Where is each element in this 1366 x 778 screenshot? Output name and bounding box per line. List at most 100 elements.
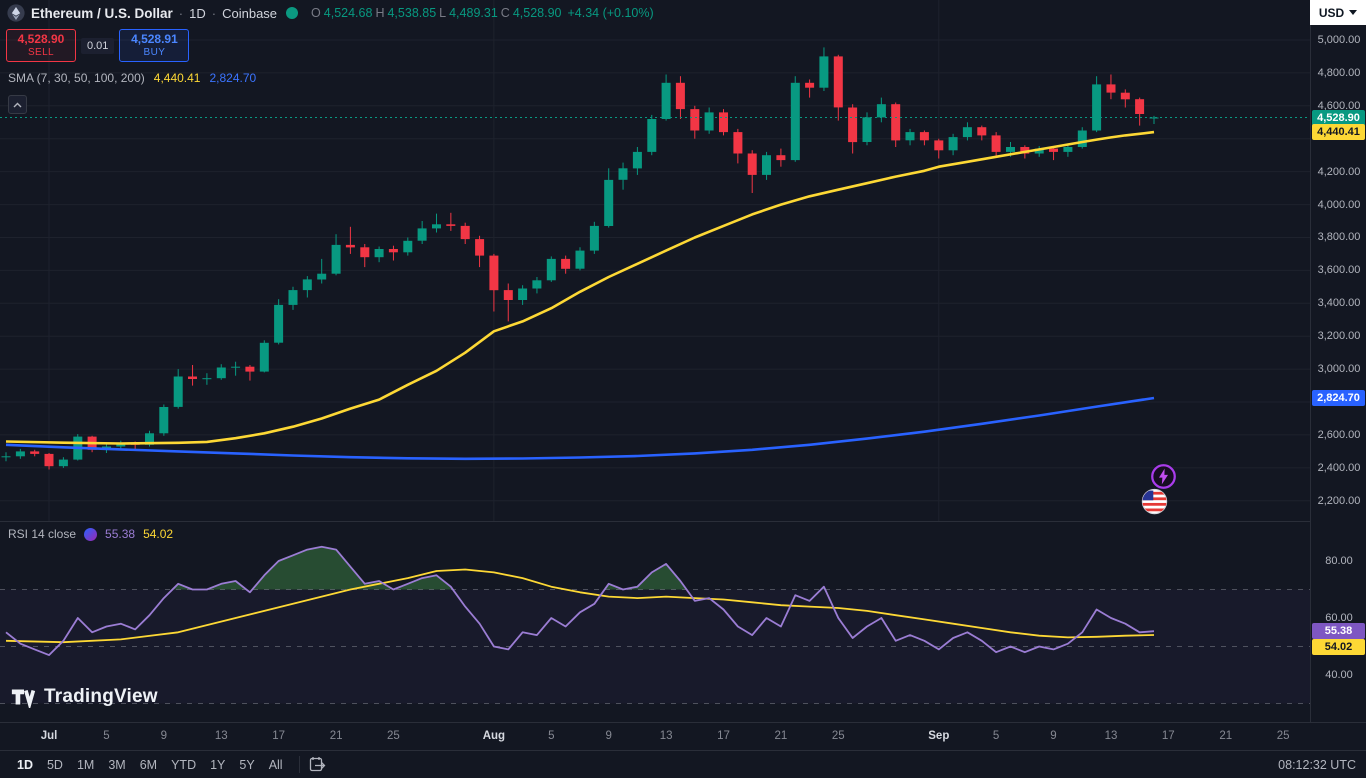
close-label: C bbox=[500, 6, 510, 20]
rsi-pane-chart[interactable] bbox=[0, 522, 1310, 722]
rsi-value: 55.38 bbox=[105, 527, 136, 541]
time-axis-tick: 21 bbox=[1219, 730, 1233, 742]
price-axis-label: 2,400.00 bbox=[1317, 461, 1361, 474]
time-axis-tick: 25 bbox=[386, 730, 400, 742]
time-axis-tick: Jul bbox=[40, 730, 58, 742]
flag-face-sticker-icon[interactable] bbox=[1140, 487, 1169, 516]
toolbar-divider bbox=[298, 756, 300, 773]
range-button-5y[interactable]: 5Y bbox=[239, 757, 255, 772]
chart-stickers bbox=[1140, 463, 1188, 517]
currency-selector-button[interactable]: USD bbox=[1310, 0, 1366, 25]
rsi-axis-label: 80.00 bbox=[1325, 555, 1353, 567]
sma-indicator-legend[interactable]: SMA (7, 30, 50, 100, 200) 4,440.41 2,824… bbox=[8, 71, 256, 85]
range-button-1d[interactable]: 1D bbox=[17, 757, 33, 772]
price-axis-label: 4,000.00 bbox=[1317, 198, 1361, 211]
close-value: 4,528.90 bbox=[512, 6, 562, 20]
price-axis-label: 3,200.00 bbox=[1317, 330, 1361, 343]
range-button-1y[interactable]: 1Y bbox=[210, 757, 226, 772]
rsi-tag-purple: 55.38 bbox=[1312, 623, 1365, 640]
price-axis-label: 4,200.00 bbox=[1317, 165, 1361, 178]
clock-utc[interactable]: 08:12:32 UTC bbox=[1278, 757, 1356, 772]
time-axis-tick: 25 bbox=[831, 730, 845, 742]
time-axis-tick: 5 bbox=[103, 730, 110, 742]
buy-button[interactable]: 4,528.91 BUY bbox=[119, 29, 190, 62]
sma-yellow-value: 4,440.41 bbox=[153, 71, 201, 85]
price-axis-label: 2,200.00 bbox=[1317, 494, 1361, 507]
time-axis-tick: 17 bbox=[1161, 730, 1175, 742]
tradingview-logo-icon bbox=[10, 686, 38, 708]
rsi-axis-label: 40.00 bbox=[1325, 669, 1353, 681]
price-tag-blue: 2,824.70 bbox=[1312, 389, 1365, 406]
rsi-indicator-legend[interactable]: RSI 14 close 55.38 54.02 bbox=[8, 527, 173, 541]
pane-divider[interactable] bbox=[0, 521, 1366, 522]
price-axis-label: 5,000.00 bbox=[1317, 33, 1361, 46]
change-value: +4.34 (+0.10%) bbox=[567, 6, 654, 20]
price-axis-label: 3,600.00 bbox=[1317, 264, 1361, 277]
low-value: 4,489.31 bbox=[449, 6, 498, 20]
main-price-chart[interactable] bbox=[0, 0, 1310, 522]
sell-price: 4,528.90 bbox=[17, 31, 65, 46]
go-to-date-button[interactable] bbox=[309, 756, 326, 773]
time-axis[interactable]: Jul 5 9 13 17 21 25 Aug 5 9 13 17 21 25 Sep 5 9 13 17 21 25 bbox=[0, 722, 1366, 751]
time-axis-tick: 17 bbox=[717, 730, 730, 742]
rsi-legend-label: RSI 14 close bbox=[8, 527, 77, 541]
rsi-ma-value: 54.02 bbox=[143, 527, 174, 541]
trade-widget: 4,528.90 SELL 0.01 4,528.91 BUY bbox=[6, 29, 190, 62]
spread-value: 0.01 bbox=[81, 37, 115, 54]
range-buttons: 1D 5D 1M 3M 6M YTD 1Y 5Y All bbox=[10, 758, 290, 772]
range-button-all[interactable]: All bbox=[268, 757, 283, 772]
time-axis-tick: 13 bbox=[1104, 730, 1118, 742]
range-button-ytd[interactable]: YTD bbox=[171, 757, 197, 772]
price-axis-label: 3,400.00 bbox=[1317, 297, 1361, 310]
tradingview-logo[interactable]: TradingView bbox=[10, 686, 158, 708]
time-axis-tick: 9 bbox=[160, 730, 167, 742]
pane-collapse-button[interactable] bbox=[8, 95, 27, 114]
open-label: O bbox=[311, 6, 321, 20]
rsi-axis-label: 60.00 bbox=[1325, 612, 1353, 624]
high-value: 4,538.85 bbox=[387, 6, 437, 20]
time-axis-tick: 13 bbox=[214, 730, 228, 742]
range-button-5d[interactable]: 5D bbox=[46, 757, 63, 772]
interval-button[interactable]: 1D bbox=[189, 5, 206, 21]
exchange-name[interactable]: Coinbase bbox=[222, 5, 278, 21]
ohlc-readout: O 4,524.68 H 4,538.85 L 4,489.31 C 4,528… bbox=[311, 6, 654, 20]
ethereum-logo-icon bbox=[7, 4, 25, 22]
market-status-icon bbox=[286, 7, 299, 19]
time-axis-tick: Sep bbox=[928, 730, 950, 742]
sell-label: SELL bbox=[27, 46, 55, 58]
time-axis-tick: 21 bbox=[774, 730, 788, 742]
price-axis-label: 4,800.00 bbox=[1317, 66, 1361, 79]
indicator-hint-icon[interactable] bbox=[84, 527, 98, 541]
sma-blue-value: 2,824.70 bbox=[209, 71, 257, 85]
symbol-title[interactable]: Ethereum / U.S. Dollar bbox=[31, 5, 173, 21]
time-axis-tick: 21 bbox=[329, 730, 343, 742]
price-axis[interactable]: 5,000.00 4,800.00 4,600.00 4,200.00 4,000.00… bbox=[1310, 0, 1366, 722]
open-value: 4,524.68 bbox=[323, 6, 373, 20]
sell-button[interactable]: 4,528.90 SELL bbox=[6, 29, 76, 62]
time-axis-tick: 13 bbox=[659, 730, 673, 742]
price-axis-label: 2,600.00 bbox=[1317, 428, 1361, 441]
price-tag-green: 4,528.90 bbox=[1312, 109, 1365, 126]
low-label: L bbox=[439, 6, 447, 20]
high-label: H bbox=[375, 6, 385, 20]
buy-price: 4,528.91 bbox=[131, 31, 178, 46]
symbol-header: Ethereum / U.S. Dollar · 1D · Coinbase O… bbox=[0, 0, 654, 26]
price-axis-label: 3,000.00 bbox=[1317, 363, 1361, 376]
currency-label: USD bbox=[1318, 5, 1345, 20]
lightning-sticker-icon[interactable] bbox=[1150, 463, 1177, 490]
time-axis-tick: 9 bbox=[1050, 730, 1057, 742]
tradingview-logo-text: TradingView bbox=[44, 686, 158, 707]
price-axis-label: 4,600.00 bbox=[1317, 99, 1361, 112]
range-button-6m[interactable]: 6M bbox=[139, 757, 158, 772]
chevron-down-icon bbox=[1349, 10, 1358, 15]
price-axis-label: 3,800.00 bbox=[1317, 231, 1361, 244]
rsi-tag-yellow: 54.02 bbox=[1312, 639, 1365, 656]
sma-legend-label: SMA (7, 30, 50, 100, 200) bbox=[8, 71, 145, 85]
time-axis-tick: 5 bbox=[992, 730, 1000, 742]
range-button-3m[interactable]: 3M bbox=[108, 757, 126, 772]
range-button-1m[interactable]: 1M bbox=[76, 757, 95, 772]
time-axis-tick: 17 bbox=[272, 730, 285, 742]
time-axis-tick: 25 bbox=[1276, 730, 1290, 742]
bottom-toolbar: 1D 5D 1M 3M 6M YTD 1Y 5Y All 08:12:32 UTC bbox=[0, 750, 1366, 778]
